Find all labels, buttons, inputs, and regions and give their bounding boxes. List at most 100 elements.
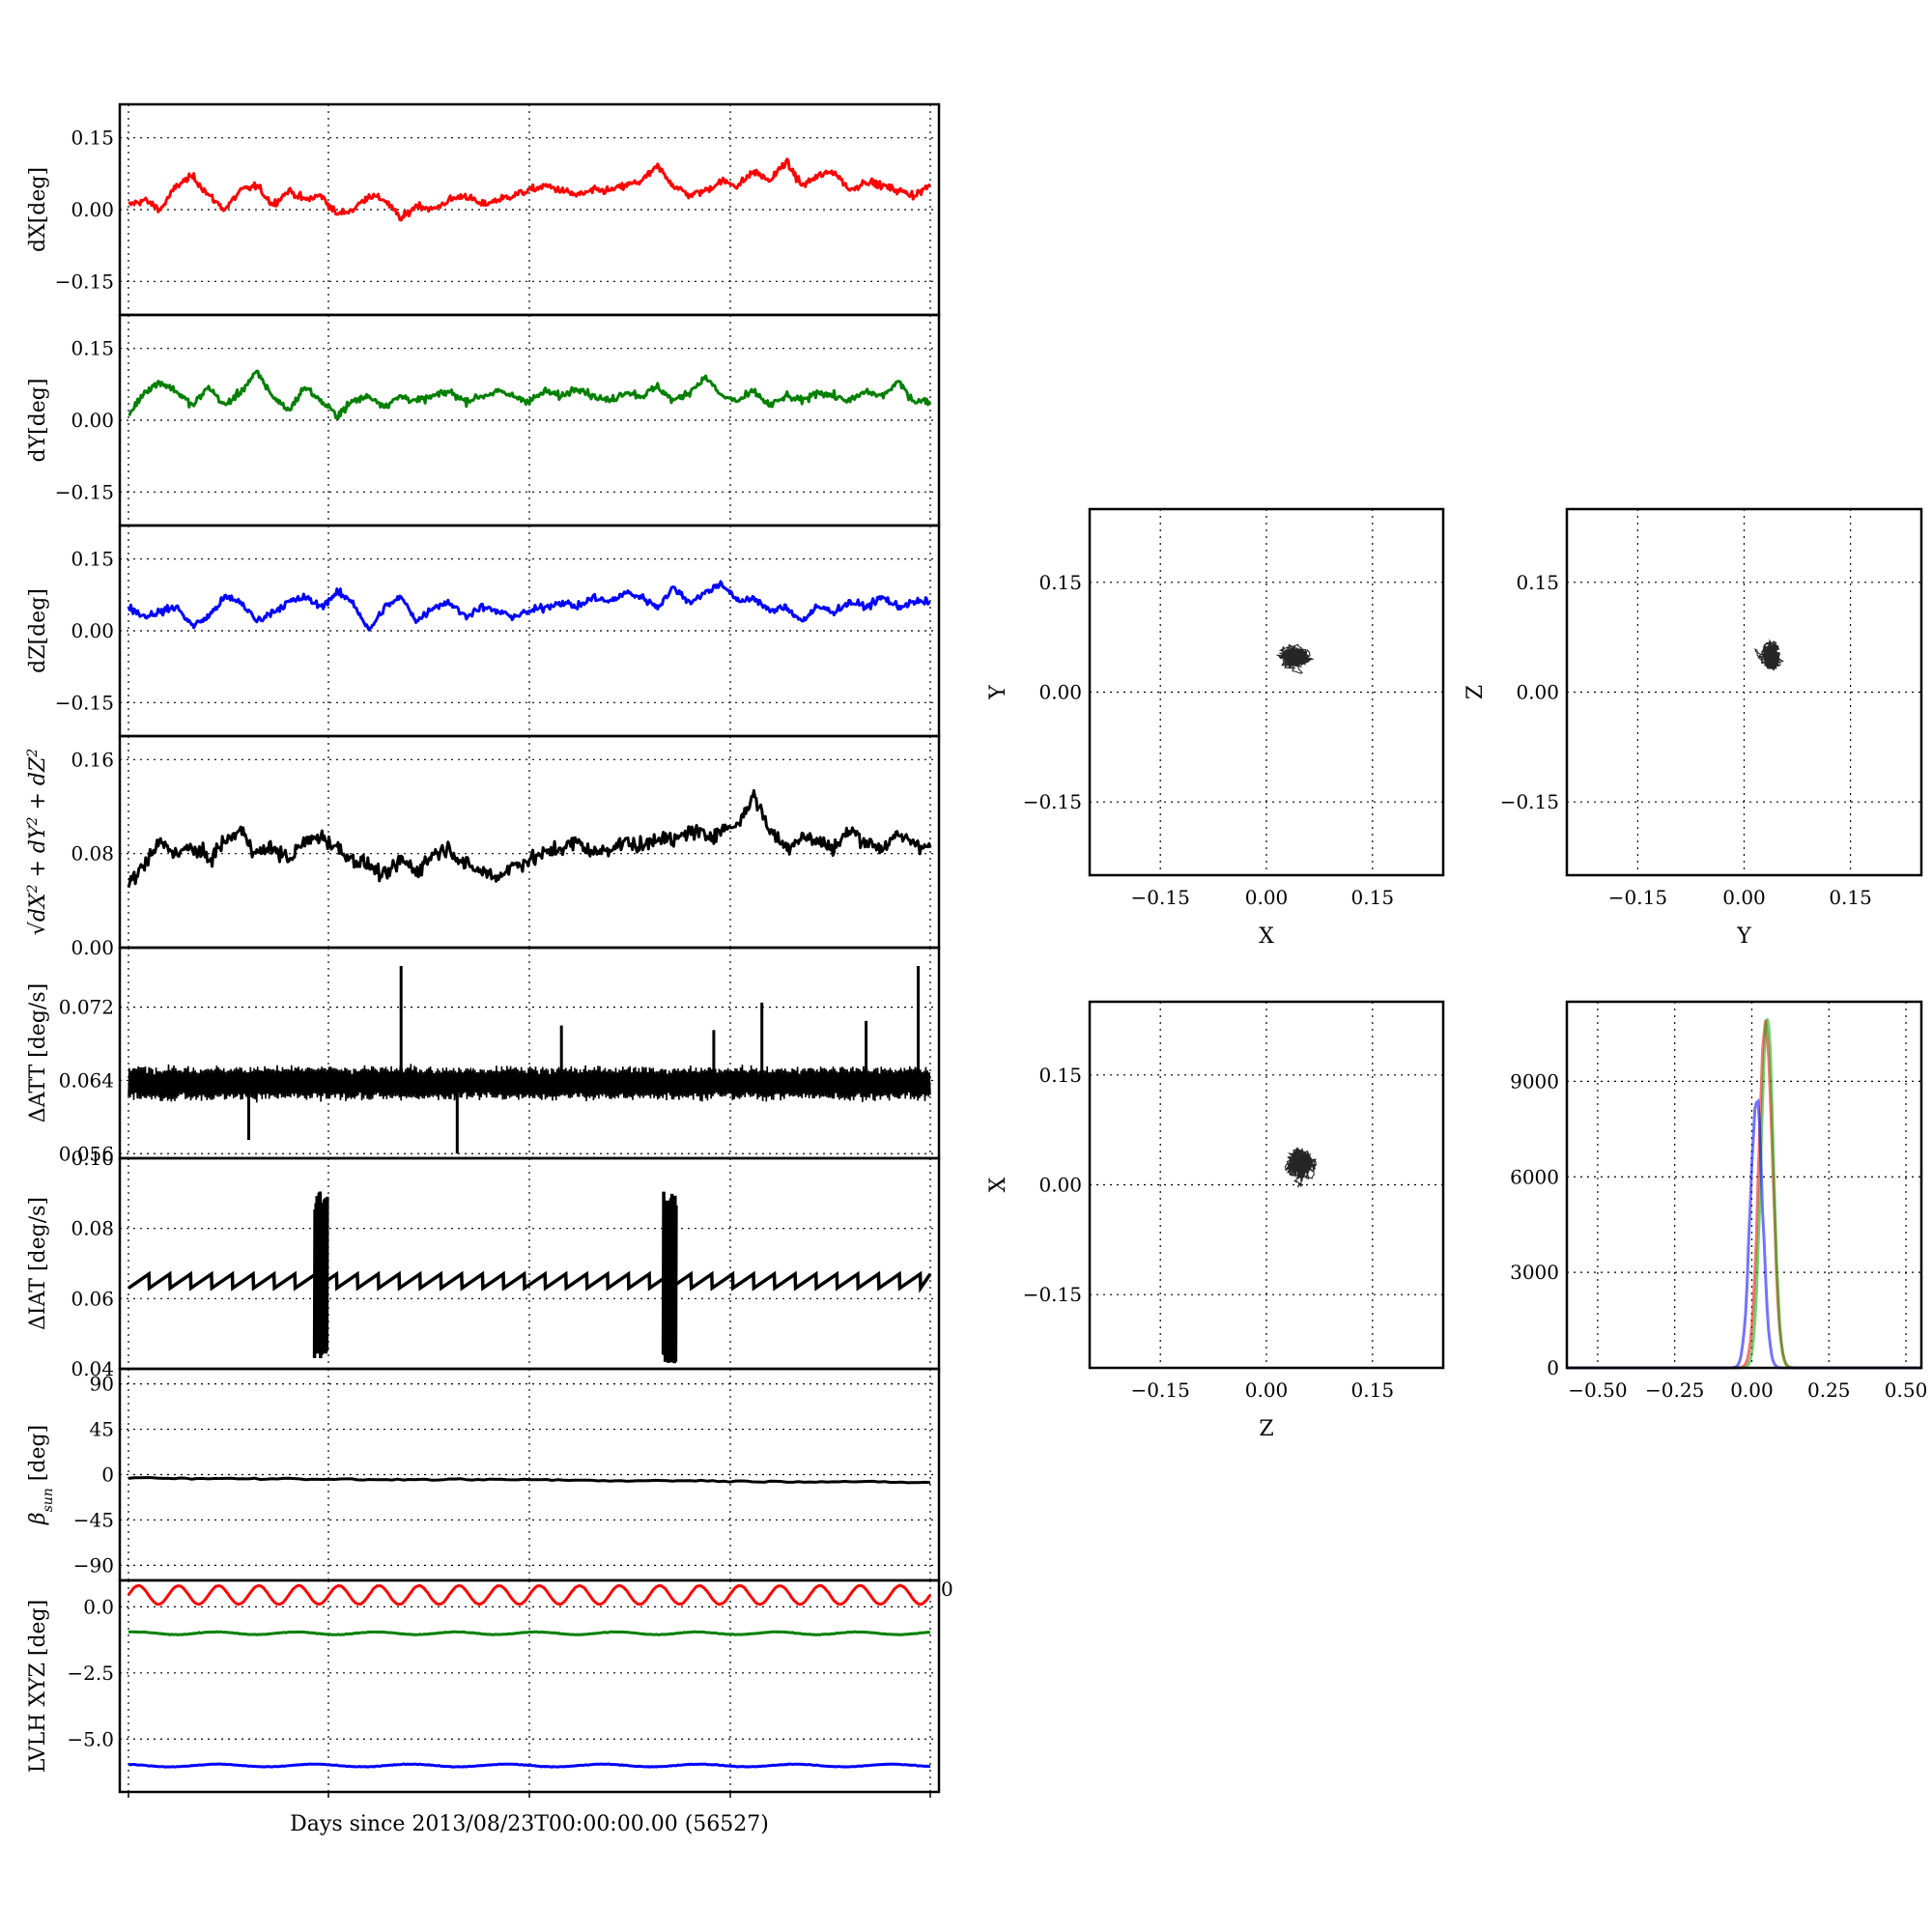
y-tick-label: −2.5 bbox=[67, 1662, 114, 1685]
y-tick-label: −5.0 bbox=[67, 1727, 114, 1750]
y-tick-label: 90 bbox=[90, 1373, 114, 1396]
y-tick-label: 0.08 bbox=[71, 842, 114, 866]
y-tick-label: 0.15 bbox=[71, 548, 114, 571]
y-axis-label-part: dX bbox=[26, 892, 50, 922]
y-tick-label: 0.16 bbox=[71, 748, 114, 771]
stray-tick-label: 0 bbox=[941, 1577, 953, 1601]
y-tick-label: −0.15 bbox=[55, 480, 114, 503]
data-line-1 bbox=[127, 1583, 932, 1606]
data-line-2 bbox=[128, 1630, 931, 1637]
data-burst bbox=[312, 1191, 329, 1359]
scatter-2: −0.15 −0.15 0.00 0.00 0.15 0.15 Y Z bbox=[1463, 507, 1923, 949]
panel-3: −0.15 0.00 0.15 dZ[deg] bbox=[26, 524, 941, 738]
y-axis-label-part: 2 bbox=[25, 884, 41, 894]
panel-frame bbox=[1088, 1000, 1445, 1370]
y-axis-label-part: 2 bbox=[25, 816, 41, 826]
time-series-panels: −0.150.000.15dX[deg]−0.150.000.15dY[deg]… bbox=[25, 102, 953, 1798]
x-tick-label: 0.15 bbox=[1351, 1378, 1395, 1402]
data-line-3 bbox=[128, 1762, 931, 1769]
plot-area bbox=[127, 965, 931, 1154]
y-tick-label: −0.15 bbox=[55, 691, 114, 714]
panel-7: −90 −45 0 45 90 βsun [deg] bbox=[26, 1367, 941, 1582]
x-axis-label: Z bbox=[1259, 1417, 1273, 1441]
panel-5: 0.056 0.064 0.072 ΔATT [deg/s] bbox=[26, 946, 941, 1165]
x-tick-label: −0.15 bbox=[1608, 886, 1667, 909]
x-axis-label: Days since 2013/08/23T00:00:00.00 (56527… bbox=[290, 1812, 769, 1836]
data-line bbox=[128, 157, 931, 222]
scatter-trace bbox=[1284, 1146, 1318, 1188]
y-tick-label: 0.00 bbox=[1516, 681, 1559, 704]
data-line bbox=[127, 788, 932, 889]
y-axis-label: dZ[deg] bbox=[26, 588, 50, 673]
y-tick-label: −0.15 bbox=[1500, 790, 1559, 813]
y-tick-label: 0.00 bbox=[1038, 1174, 1082, 1197]
scatter-panels: −0.15 −0.15 0.00 0.00 0.15 0.15 X Y −0.15 −0.15 0.… bbox=[986, 507, 1923, 1441]
y-axis-label: Y bbox=[986, 685, 1010, 700]
y-axis-label: βsun [deg] bbox=[26, 1425, 56, 1525]
panel-4: 0.00 0.08 0.16 √dX2 + dY2 + dZ2 bbox=[25, 734, 941, 959]
y-tick-label: 0.15 bbox=[1038, 1064, 1082, 1087]
y-tick-label: 0.00 bbox=[71, 409, 114, 432]
y-tick-label: 0 bbox=[101, 1463, 114, 1487]
y-axis-label: √dX2 + dY2 + dZ2 bbox=[25, 749, 50, 935]
histogram-line-3 bbox=[1567, 1097, 1921, 1370]
y-tick-label: −0.15 bbox=[1023, 790, 1082, 813]
y-tick-label: 0.06 bbox=[71, 1287, 114, 1310]
y-axis-label-part: + dY bbox=[26, 823, 50, 885]
scatter-1: −0.15 −0.15 0.00 0.00 0.15 0.15 X Y bbox=[986, 507, 1445, 949]
y-axis-label-unit: [deg] bbox=[26, 1425, 50, 1488]
plot-area bbox=[128, 369, 932, 421]
plot-area bbox=[127, 788, 932, 889]
y-tick-label: 0.00 bbox=[71, 936, 114, 959]
x-tick-label: −0.15 bbox=[1131, 886, 1190, 909]
y-tick-label: 0.08 bbox=[71, 1217, 114, 1240]
y-tick-label: 0.064 bbox=[59, 1068, 114, 1092]
x-tick-label: −0.25 bbox=[1645, 1378, 1704, 1402]
y-axis-label: LVLH XYZ [deg] bbox=[26, 1600, 50, 1774]
y-tick-label: −0.15 bbox=[55, 270, 114, 293]
scatter-trace bbox=[1276, 643, 1315, 674]
panel-frame bbox=[1088, 507, 1445, 877]
y-axis-label-part: + dZ bbox=[26, 756, 50, 817]
y-tick-label: 0.00 bbox=[71, 619, 114, 642]
panel-frame bbox=[118, 1156, 941, 1371]
panel-2: −0.15 0.00 0.15 dY[deg] bbox=[26, 313, 941, 527]
x-tick-label: 0.00 bbox=[1245, 886, 1289, 909]
y-tick-label: 0.15 bbox=[1516, 571, 1559, 594]
plot-area bbox=[127, 1583, 932, 1769]
x-tick-label: 0.00 bbox=[1730, 1378, 1774, 1402]
y-tick-label: −0.15 bbox=[1023, 1283, 1082, 1306]
panel-frame bbox=[1565, 507, 1923, 877]
plot-area bbox=[128, 1191, 932, 1364]
data-band bbox=[128, 1064, 931, 1103]
y-tick-label: 0.10 bbox=[71, 1147, 114, 1170]
y-tick-label: 3000 bbox=[1510, 1261, 1559, 1284]
y-tick-label: 45 bbox=[90, 1418, 114, 1441]
y-axis-label: dX[deg] bbox=[26, 167, 50, 252]
y-tick-label: 0.15 bbox=[71, 127, 114, 150]
y-tick-label: 0.072 bbox=[59, 996, 114, 1019]
x-tick-label: 0.00 bbox=[1722, 886, 1766, 909]
x-tick-label: 0.50 bbox=[1885, 1378, 1928, 1402]
panel-frame bbox=[118, 946, 941, 1160]
panel-8: −5.0 −2.5 0.0 0 LVLH XYZ [deg] bbox=[26, 1577, 953, 1794]
plot-area bbox=[127, 580, 931, 632]
y-axis-label-part: 2 bbox=[25, 749, 41, 758]
y-axis-label: X bbox=[986, 1177, 1010, 1192]
y-tick-label: −45 bbox=[73, 1508, 114, 1531]
data-line bbox=[128, 1476, 931, 1485]
y-tick-label: −90 bbox=[73, 1553, 114, 1577]
plot-area bbox=[128, 1476, 931, 1485]
y-tick-label: 0.04 bbox=[71, 1357, 114, 1380]
y-tick-label: 0.056 bbox=[59, 1142, 114, 1165]
data-line bbox=[128, 1270, 932, 1293]
y-axis-label: Z bbox=[1463, 685, 1488, 699]
x-tick-label: 0.00 bbox=[1245, 1378, 1289, 1402]
plot-area bbox=[128, 157, 931, 222]
x-tick-label: −0.15 bbox=[1131, 1378, 1190, 1402]
y-tick-label: 9000 bbox=[1510, 1069, 1559, 1093]
y-tick-label: 0.00 bbox=[71, 198, 114, 221]
x-tick-label: −0.50 bbox=[1568, 1378, 1627, 1402]
y-axis-label-symbol: β bbox=[26, 1512, 50, 1525]
